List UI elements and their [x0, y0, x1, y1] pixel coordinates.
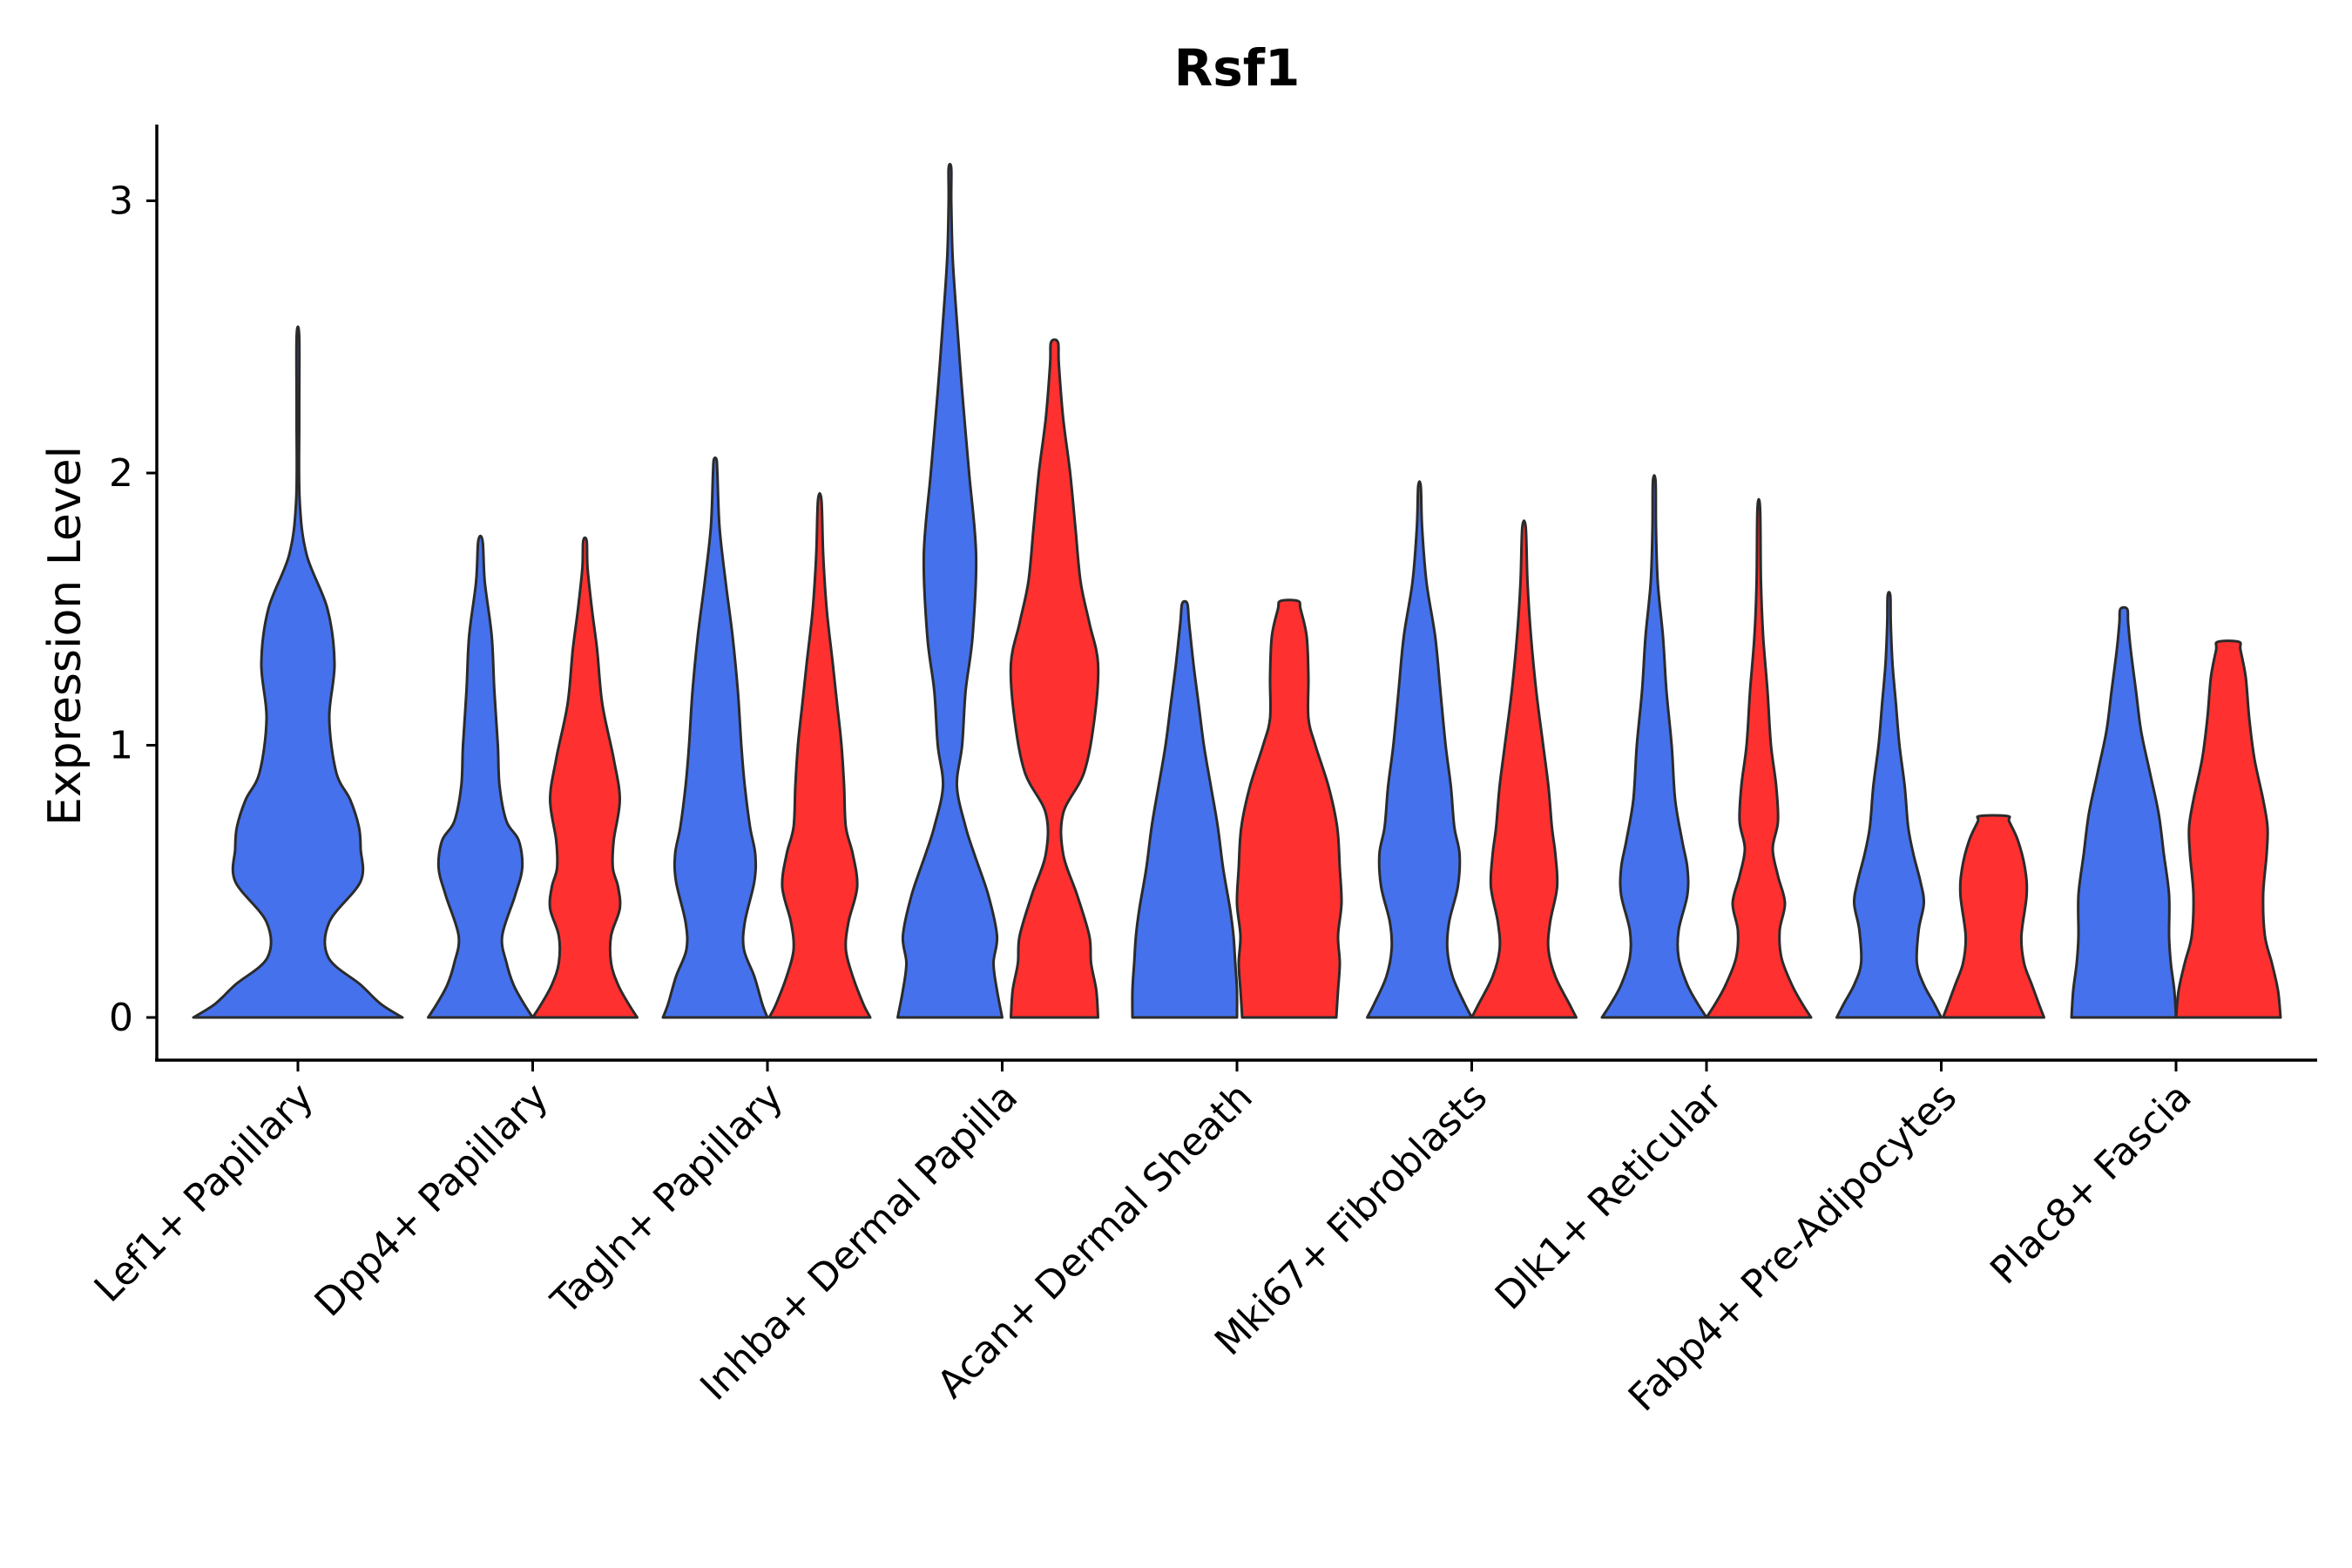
x-tick-label: Lef1+ Papillary — [86, 1075, 322, 1311]
violin-group-red-dlk1-reticular — [1705, 497, 1813, 1019]
violin-group-red-inhba-dermal-papilla — [1009, 338, 1100, 1019]
violin-group-blue-inhba-dermal-papilla — [896, 162, 1004, 1019]
violin-group-blue-dlk1-reticular — [1600, 474, 1708, 1019]
violin-group-blue-lef1-papillary — [192, 325, 404, 1019]
violin-group-red-tagln-papillary — [767, 491, 872, 1019]
violin-group-blue-dpp4-papillary — [427, 534, 534, 1019]
violin-group-blue-plac8-fascia — [2070, 605, 2178, 1019]
y-axis-ticks: 0 1 2 3 — [109, 179, 157, 1040]
x-tick-label: Plac8+ Fascia — [1982, 1075, 2200, 1294]
x-tick-label: Dlk1+ Reticular — [1487, 1074, 1732, 1319]
violin-group-red-mki67-fibroblasts — [1470, 519, 1578, 1019]
x-tick-label: Dpp4+ Papillary — [307, 1075, 558, 1326]
violin-group-red-plac8-fascia — [2174, 639, 2282, 1019]
violin-layer — [192, 162, 2282, 1019]
x-tick-label: Mki67+ Fibroblasts — [1206, 1075, 1496, 1364]
y-tick-label: 2 — [109, 451, 133, 496]
violin-group-blue-acan-dermal-sheath — [1131, 599, 1239, 1019]
y-axis-label: Expression Level — [39, 446, 91, 826]
y-tick-label: 1 — [109, 724, 133, 768]
y-tick-label: 3 — [109, 179, 133, 224]
violin-group-blue-mki67-fibroblasts — [1366, 480, 1473, 1019]
chart-title: Rsf1 — [1174, 38, 1301, 98]
violin-group-red-dpp4-papillary — [531, 536, 639, 1019]
violin-group-blue-fabp4-pre-adipocytes — [1835, 591, 1943, 1019]
x-tick-label: Tagln+ Papillary — [543, 1075, 792, 1324]
violin-group-blue-tagln-papillary — [661, 456, 769, 1019]
y-tick-label: 0 — [109, 996, 133, 1040]
violin-group-red-acan-dermal-sheath — [1235, 598, 1343, 1019]
violin-group-red-fabp4-pre-adipocytes — [1942, 814, 2045, 1019]
